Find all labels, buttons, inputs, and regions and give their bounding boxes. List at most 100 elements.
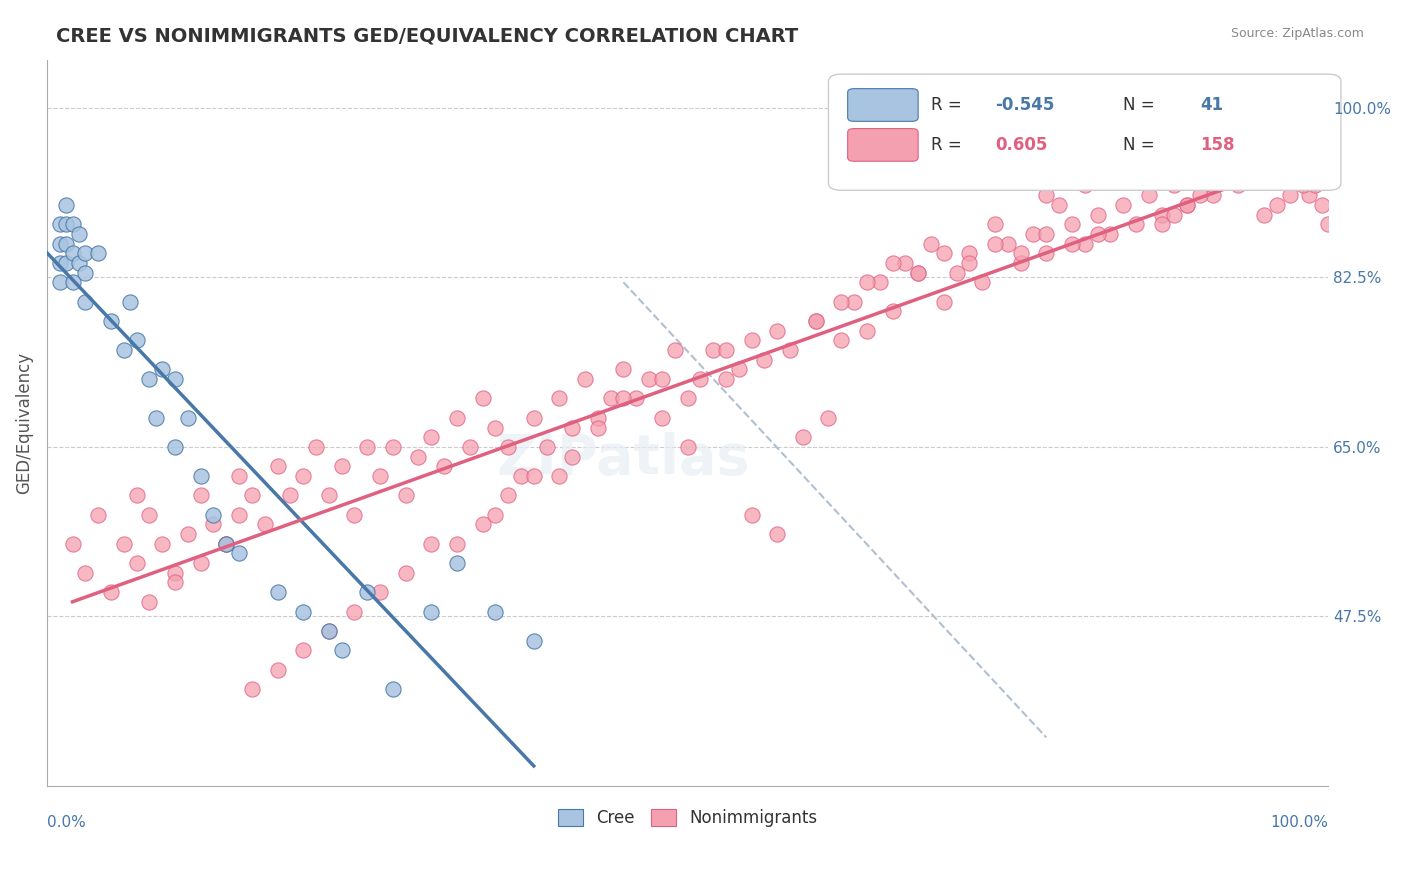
Point: [150, 362, 173, 376]
Point: [1099, 169, 1122, 183]
Point: [458, 440, 481, 454]
Point: [1047, 198, 1070, 212]
Point: [1087, 207, 1109, 221]
Point: [1163, 178, 1185, 193]
Text: Source: ZipAtlas.com: Source: ZipAtlas.com: [1230, 27, 1364, 40]
Point: [1240, 149, 1263, 163]
Point: [714, 372, 737, 386]
Point: [1035, 246, 1057, 260]
Point: [1291, 169, 1313, 183]
Point: [1087, 227, 1109, 241]
Point: [446, 410, 468, 425]
Legend: Cree, Nonimmigrants: Cree, Nonimmigrants: [550, 801, 825, 836]
Point: [125, 556, 148, 570]
Text: ZIPatlas: ZIPatlas: [496, 432, 751, 486]
Point: [202, 517, 225, 532]
Point: [446, 556, 468, 570]
Point: [676, 440, 699, 454]
Point: [240, 681, 263, 696]
Point: [1112, 198, 1135, 212]
Point: [779, 343, 801, 357]
Point: [496, 440, 519, 454]
Point: [138, 508, 160, 522]
Point: [278, 488, 301, 502]
Point: [1035, 188, 1057, 202]
Text: N =: N =: [1123, 95, 1160, 113]
Point: [984, 217, 1007, 231]
Text: N =: N =: [1123, 136, 1160, 153]
Point: [626, 392, 648, 406]
Point: [496, 488, 519, 502]
Point: [882, 256, 904, 270]
Point: [381, 681, 404, 696]
Point: [408, 450, 430, 464]
Point: [1278, 188, 1301, 202]
Text: R =: R =: [931, 136, 967, 153]
Point: [741, 334, 763, 348]
Point: [1265, 140, 1288, 154]
Point: [395, 488, 418, 502]
Point: [215, 537, 238, 551]
Point: [957, 256, 980, 270]
Point: [1099, 227, 1122, 241]
Text: 100.0%: 100.0%: [1270, 814, 1329, 830]
Point: [1188, 169, 1211, 183]
Point: [1010, 246, 1032, 260]
Point: [1298, 188, 1320, 202]
Point: [62, 537, 84, 551]
Point: [55, 198, 77, 212]
Point: [1310, 198, 1333, 212]
Point: [318, 488, 340, 502]
Point: [1073, 178, 1095, 193]
Point: [1202, 188, 1225, 202]
Text: CREE VS NONIMMIGRANTS GED/EQUIVALENCY CORRELATION CHART: CREE VS NONIMMIGRANTS GED/EQUIVALENCY CO…: [56, 27, 799, 45]
Point: [932, 246, 955, 260]
Point: [1035, 227, 1057, 241]
Point: [1125, 217, 1147, 231]
FancyBboxPatch shape: [848, 88, 918, 121]
Point: [75, 566, 97, 580]
Point: [138, 372, 160, 386]
Point: [62, 275, 84, 289]
Point: [612, 392, 634, 406]
Point: [702, 343, 724, 357]
Point: [75, 294, 97, 309]
Point: [1202, 178, 1225, 193]
Point: [561, 450, 583, 464]
Point: [1305, 169, 1327, 183]
Point: [586, 410, 609, 425]
Point: [48, 256, 70, 270]
Point: [150, 537, 173, 551]
Point: [356, 440, 378, 454]
Point: [55, 217, 77, 231]
Point: [420, 537, 443, 551]
Point: [228, 469, 250, 483]
Point: [869, 275, 891, 289]
Point: [395, 566, 418, 580]
Point: [894, 256, 917, 270]
Point: [1060, 236, 1083, 251]
Point: [1215, 159, 1237, 173]
Point: [984, 236, 1007, 251]
Point: [305, 440, 328, 454]
Point: [907, 266, 929, 280]
Point: [1253, 169, 1275, 183]
Point: [574, 372, 596, 386]
Point: [1163, 207, 1185, 221]
Point: [215, 537, 238, 551]
Point: [599, 392, 621, 406]
Text: 0.605: 0.605: [995, 136, 1047, 153]
Point: [343, 508, 366, 522]
Point: [381, 440, 404, 454]
Point: [741, 508, 763, 522]
Point: [420, 605, 443, 619]
Point: [484, 420, 506, 434]
Point: [945, 266, 967, 280]
Point: [266, 459, 288, 474]
Point: [830, 294, 852, 309]
Point: [664, 343, 686, 357]
Point: [177, 527, 200, 541]
Point: [1022, 227, 1045, 241]
Point: [292, 605, 315, 619]
Point: [48, 275, 70, 289]
